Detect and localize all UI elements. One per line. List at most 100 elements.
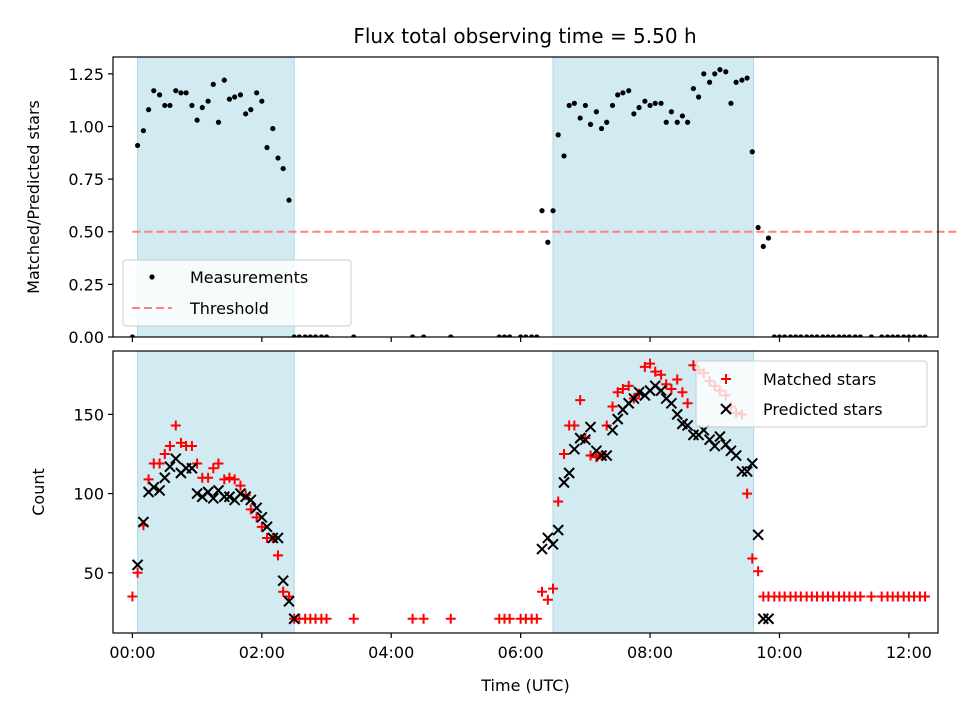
matched-star-point (235, 480, 246, 491)
predicted-star-point (655, 384, 667, 397)
matched-star-point (219, 474, 230, 485)
matched-star-point (580, 433, 591, 444)
measurement-point (523, 334, 529, 337)
measurement-point (318, 334, 324, 337)
legend-box (122, 259, 352, 327)
measurement-point (129, 334, 136, 337)
matched-star-point (224, 472, 235, 483)
predicted-star-point (207, 492, 220, 505)
predicted-star-point (752, 529, 764, 541)
measurement-point (351, 334, 357, 337)
measurement-point (652, 100, 658, 106)
measurement-point (857, 334, 863, 337)
x-tick-label: 04:00 (368, 643, 414, 662)
measurement-point (658, 100, 664, 106)
matched-star-point (866, 591, 877, 602)
matched-star-point (531, 613, 542, 624)
predicted-star-point (584, 421, 597, 433)
measurement-point (793, 334, 799, 337)
legend-threshold-label: Threshold (189, 299, 269, 318)
measurement-point (215, 119, 222, 125)
predicted-star-point (288, 613, 300, 625)
measurement-point (895, 334, 901, 337)
x-tick-label: 02:00 (239, 643, 285, 662)
measurement-point (232, 94, 238, 100)
predicted-star-point (606, 424, 619, 436)
x-tick-label: 10:00 (756, 643, 802, 662)
measurement-point (955, 334, 960, 339)
predicted-star-point (536, 543, 548, 555)
measurement-point (550, 208, 556, 214)
legend-matched-marker (721, 374, 731, 384)
predicted-star-point (223, 491, 236, 503)
y-tick-label: 1.25 (68, 65, 104, 84)
matched-star-point (623, 380, 634, 391)
measurement-point (922, 334, 928, 337)
y-tick-label: 0.00 (68, 328, 104, 347)
matched-star-point (132, 567, 143, 578)
legend-measurements-label: Measurements (190, 268, 308, 287)
measurement-point (679, 113, 686, 119)
matched-star-point (348, 613, 359, 624)
matched-star-point (666, 384, 677, 395)
predicted-star-point (746, 457, 759, 470)
measurement-point (286, 197, 292, 203)
matched-star-point (203, 472, 214, 483)
predicted-star-point (762, 613, 775, 625)
predicted-star-point (283, 595, 295, 608)
measurement-point (243, 111, 249, 117)
measurement-point (836, 334, 842, 337)
measurement-point (663, 119, 669, 125)
matched-star-point (229, 474, 240, 485)
observing-window-1 (552, 56, 755, 338)
measurement-point (259, 98, 265, 104)
measurement-point (841, 334, 847, 337)
predicted-star-point (709, 440, 721, 452)
matched-star-point (186, 441, 197, 452)
measurement-point (296, 334, 302, 337)
measurement-point (264, 144, 270, 151)
measurement-point (566, 102, 572, 109)
matched-star-point (251, 512, 262, 523)
matched-star-point (656, 369, 667, 380)
bottom-panel: 50 100 150 00:00 02:00 04:00 06:00 08:00 10:00 12… (29, 350, 939, 695)
series-marks (127, 358, 931, 625)
measurement-point (609, 102, 616, 109)
measurement-point (156, 92, 163, 98)
measurement-point (668, 109, 675, 115)
y-tick-label: 150 (73, 405, 104, 424)
predicted-star-point (757, 613, 770, 625)
matched-star-point (504, 613, 515, 624)
measurement-point (302, 334, 308, 337)
matched-star-point (569, 420, 580, 431)
predicted-star-point (267, 532, 279, 544)
y-tick-label: 1.00 (68, 117, 104, 136)
measurement-point (145, 107, 152, 113)
measurement-point (409, 334, 416, 337)
matched-star-point (742, 488, 753, 499)
measurement-point (291, 334, 297, 337)
predicted-star-point (250, 502, 263, 514)
measurement-point (890, 334, 896, 337)
matched-star-point (418, 613, 429, 624)
measurement-point (804, 334, 810, 337)
measurement-point (744, 75, 750, 81)
matched-star-point (559, 448, 569, 459)
matched-star-point (585, 450, 596, 461)
measurement-point (884, 334, 891, 337)
measurement-point (695, 94, 702, 100)
axes-frame (112, 56, 939, 338)
measurement-point (199, 104, 205, 111)
measurement-point (798, 334, 804, 337)
series-marks (129, 67, 960, 339)
matched-star-point (284, 591, 294, 602)
predicted-star-point (234, 487, 247, 500)
measurement-point (911, 334, 917, 337)
matched-star-point (682, 398, 693, 409)
measurement-point (642, 98, 648, 104)
measurement-point (194, 117, 200, 123)
matched-star-point (661, 379, 672, 390)
matched-star-point (612, 387, 623, 398)
predicted-star-point (665, 397, 678, 409)
